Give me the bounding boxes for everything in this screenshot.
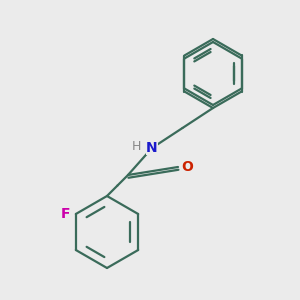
Text: N: N [146, 141, 158, 155]
Text: O: O [181, 160, 193, 174]
Text: F: F [61, 207, 70, 221]
Text: H: H [131, 140, 141, 154]
